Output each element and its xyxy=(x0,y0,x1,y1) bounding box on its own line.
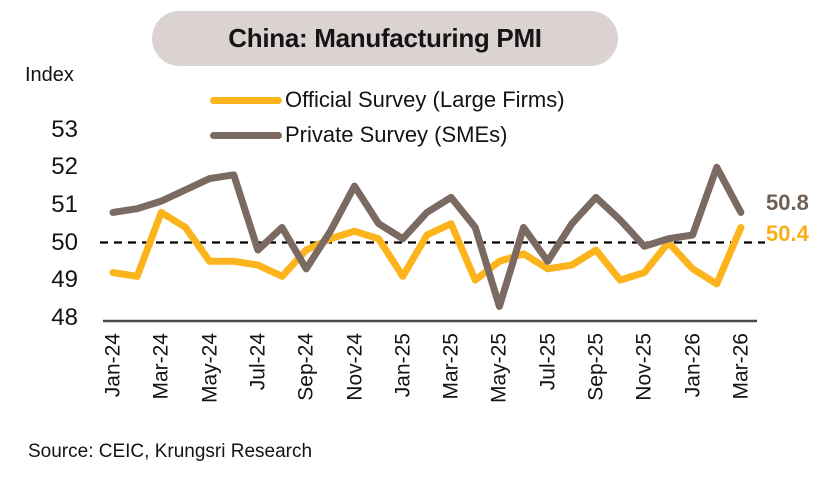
official-end-value-label: 50.4 xyxy=(766,221,809,247)
title-pill: China: Manufacturing PMI xyxy=(152,11,618,66)
y-axis-tick-label: 53 xyxy=(51,115,78,143)
legend-row-official: Official Survey (Large Firms) xyxy=(210,85,565,115)
y-axis-title: Index xyxy=(25,64,74,86)
x-axis-tick-label: Nov-24 xyxy=(343,333,366,401)
page-title: China: Manufacturing PMI xyxy=(228,23,542,53)
x-axis-tick-label: Jul-25 xyxy=(536,333,560,391)
legend-label-official: Official Survey (Large Firms) xyxy=(285,87,565,112)
official-series-line-icon xyxy=(210,96,282,104)
y-axis-tick-label: 48 xyxy=(51,303,78,331)
private-series-line xyxy=(109,163,745,310)
x-axis-tick-label: Jul-24 xyxy=(246,333,270,391)
y-axis-tick-label: 50 xyxy=(51,228,78,256)
y-axis-tick-label: 51 xyxy=(51,190,78,218)
private-end-value-label: 50.8 xyxy=(766,190,809,216)
y-axis-tick-label: 49 xyxy=(51,266,78,294)
x-axis-tick-label: Sep-25 xyxy=(584,333,608,401)
source-note: Source: CEIC, Krungsri Research xyxy=(28,441,313,462)
x-axis-tick-label: Mar-25 xyxy=(439,333,463,400)
x-axis-tick-label: Nov-25 xyxy=(632,333,656,401)
legend: Official Survey (Large Firms) Private Su… xyxy=(210,85,565,155)
x-axis-tick-label: May-24 xyxy=(198,333,222,404)
x-axis-tick-label: May-25 xyxy=(487,333,511,404)
x-axis-tick-label: Sep-24 xyxy=(294,333,318,401)
x-axis-tick-label: Mar-26 xyxy=(729,333,753,400)
x-axis-tick-label: Jan-26 xyxy=(681,333,705,398)
x-axis-tick-label: Jan-24 xyxy=(101,333,125,398)
x-axis-tick-label: Jan-25 xyxy=(391,333,415,398)
x-axis-tick-label: Mar-24 xyxy=(149,333,173,400)
private-series-line-icon xyxy=(210,131,282,139)
official-series-line xyxy=(109,208,745,288)
y-axis-tick-label: 52 xyxy=(51,153,78,181)
legend-row-private: Private Survey (SMEs) xyxy=(210,120,565,150)
legend-label-private: Private Survey (SMEs) xyxy=(285,122,508,147)
